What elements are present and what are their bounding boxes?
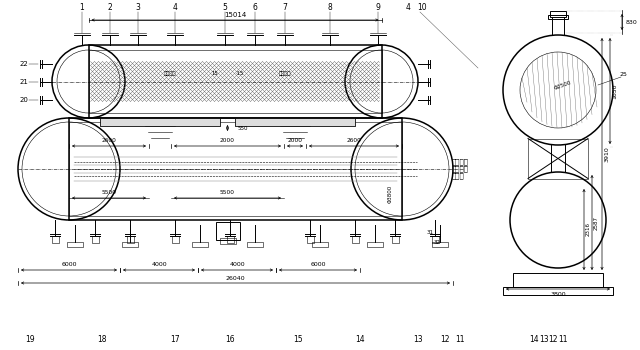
Bar — [122, 242, 138, 247]
Text: 最高水位: 最高水位 — [452, 159, 469, 165]
Bar — [69, 122, 402, 216]
Bar — [431, 236, 438, 243]
Text: 11: 11 — [558, 336, 568, 344]
Text: 19: 19 — [25, 336, 35, 344]
Text: 31: 31 — [426, 230, 433, 235]
Text: 4000: 4000 — [151, 262, 167, 267]
Text: 1: 1 — [79, 4, 84, 13]
Text: 2600: 2600 — [102, 139, 116, 143]
Text: 10: 10 — [417, 4, 427, 13]
Text: （间隙）: （间隙） — [279, 71, 291, 76]
Bar — [69, 118, 402, 220]
Bar — [235, 118, 355, 126]
Text: 21: 21 — [20, 78, 28, 84]
Text: Φ3800: Φ3800 — [387, 185, 392, 203]
Text: 18: 18 — [97, 336, 107, 344]
Bar — [312, 242, 328, 247]
Text: 2600: 2600 — [347, 139, 362, 143]
Text: 550: 550 — [237, 126, 248, 131]
Text: Φ2500: Φ2500 — [554, 79, 572, 90]
Text: 20: 20 — [20, 97, 28, 103]
Bar — [172, 236, 179, 243]
Text: 5: 5 — [223, 4, 227, 13]
Text: 2587: 2587 — [593, 216, 598, 230]
Text: 13: 13 — [413, 336, 423, 344]
Bar — [227, 236, 234, 243]
Text: 22: 22 — [20, 61, 28, 66]
Text: 6: 6 — [253, 4, 257, 13]
Text: 2316: 2316 — [586, 223, 591, 237]
Text: 2000: 2000 — [220, 139, 235, 143]
Bar — [528, 139, 588, 178]
Bar — [51, 236, 58, 243]
Bar — [100, 118, 220, 126]
Text: 1650: 1650 — [612, 83, 618, 99]
Bar — [220, 238, 236, 244]
Bar — [367, 242, 383, 247]
Text: 25: 25 — [619, 72, 627, 77]
Text: 3: 3 — [136, 4, 140, 13]
Text: 26040: 26040 — [226, 275, 245, 280]
Text: 15: 15 — [212, 71, 218, 76]
Text: 8: 8 — [328, 4, 332, 13]
Text: 17: 17 — [170, 336, 180, 344]
Bar — [127, 236, 134, 243]
Bar — [548, 15, 568, 19]
Text: 11: 11 — [455, 336, 465, 344]
Text: 12: 12 — [440, 336, 450, 344]
Bar — [88, 45, 381, 118]
Bar — [351, 236, 358, 243]
Text: 低水位: 低水位 — [452, 173, 465, 179]
Text: 3910: 3910 — [605, 146, 609, 162]
Bar — [67, 242, 83, 247]
Text: 9: 9 — [376, 4, 380, 13]
Bar — [216, 222, 239, 240]
Text: 13: 13 — [539, 336, 549, 344]
Text: 32: 32 — [433, 239, 440, 245]
Bar — [307, 236, 314, 243]
Bar — [235, 118, 355, 126]
Text: 5500: 5500 — [220, 190, 235, 196]
Text: ·15: ·15 — [236, 71, 244, 76]
Bar — [192, 242, 208, 247]
Text: 7: 7 — [283, 4, 287, 13]
Bar — [88, 50, 381, 113]
Text: 15: 15 — [293, 336, 303, 344]
Text: 830: 830 — [626, 20, 638, 25]
Bar — [92, 236, 99, 243]
Bar — [550, 11, 566, 17]
Text: 4: 4 — [406, 4, 410, 13]
Bar — [247, 242, 263, 247]
Text: 14: 14 — [529, 336, 539, 344]
Text: 正常水位: 正常水位 — [452, 166, 469, 172]
Text: 15014: 15014 — [224, 12, 246, 18]
Text: 2: 2 — [108, 4, 113, 13]
Text: 4: 4 — [173, 4, 177, 13]
Bar — [503, 287, 613, 295]
Text: 5500: 5500 — [102, 190, 116, 196]
Text: 16: 16 — [225, 336, 235, 344]
Bar — [432, 242, 448, 247]
Bar — [513, 273, 603, 287]
Text: 14: 14 — [355, 336, 365, 344]
Text: 3800: 3800 — [550, 293, 566, 297]
Text: 12: 12 — [548, 336, 557, 344]
Bar — [392, 236, 399, 243]
Text: 6000: 6000 — [310, 262, 326, 267]
Text: 4000: 4000 — [229, 262, 245, 267]
Text: 6000: 6000 — [61, 262, 77, 267]
Text: （间隙）: （间隙） — [164, 71, 176, 76]
Bar — [100, 118, 220, 126]
Text: 2000: 2000 — [287, 139, 303, 143]
